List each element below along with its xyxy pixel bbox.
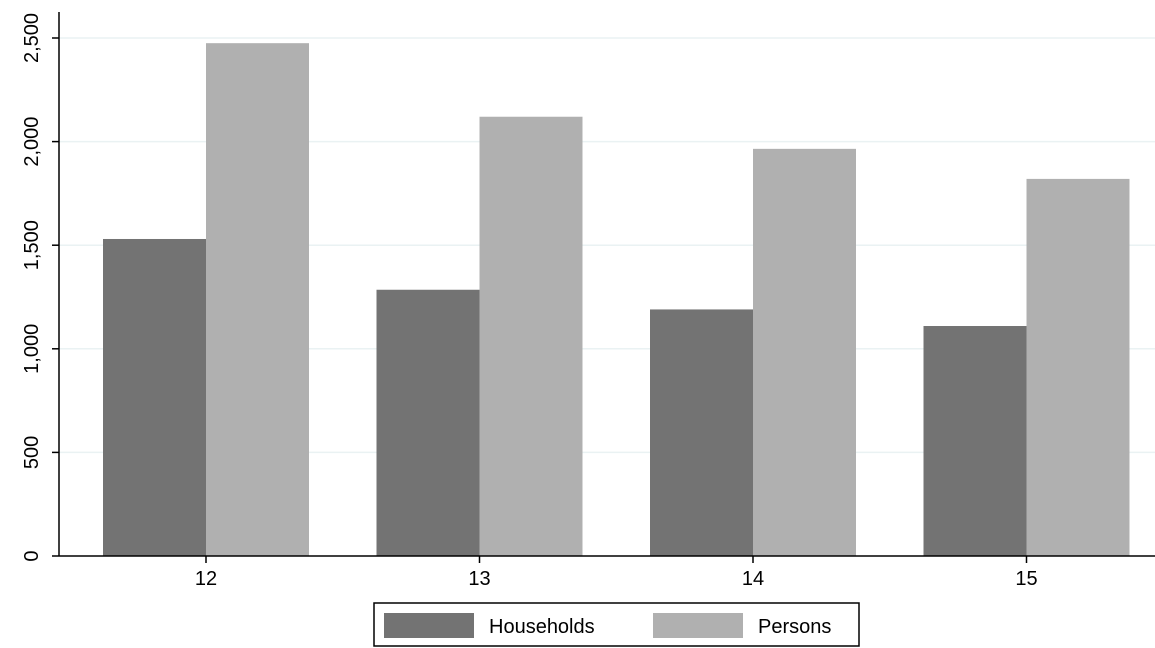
legend: Households Persons bbox=[373, 602, 860, 647]
x-tick-label: 13 bbox=[468, 568, 490, 590]
legend-key-households bbox=[384, 613, 474, 638]
bar-households-15 bbox=[923, 326, 1027, 556]
x-tick-label: 14 bbox=[742, 568, 764, 590]
x-tick-label: 12 bbox=[195, 568, 217, 590]
bar-persons-14 bbox=[753, 148, 856, 557]
y-tick-label: 500 bbox=[21, 436, 43, 469]
y-tick-label: 1,000 bbox=[21, 324, 43, 374]
bar-households-13 bbox=[376, 289, 480, 556]
y-axis-ticks: 0 500 1,000 1,500 2,000 2,500 bbox=[21, 13, 59, 562]
legend-label-persons: Persons bbox=[758, 616, 831, 638]
axes bbox=[58, 12, 1155, 557]
legend-label-households: Households bbox=[489, 616, 595, 638]
y-tick-label: 1,500 bbox=[21, 220, 43, 270]
bars bbox=[103, 43, 1130, 557]
bar-persons-12 bbox=[206, 43, 309, 557]
bar-households-12 bbox=[103, 238, 206, 556]
y-tick-label: 2,000 bbox=[21, 117, 43, 167]
y-tick-label: 0 bbox=[21, 550, 43, 561]
legend-key-persons bbox=[653, 613, 743, 638]
bar-persons-13 bbox=[479, 116, 583, 557]
bar-households-14 bbox=[650, 309, 753, 556]
x-axis-ticks: 12 13 14 15 bbox=[195, 556, 1038, 590]
x-tick-label: 15 bbox=[1015, 568, 1037, 590]
bar-persons-15 bbox=[1026, 178, 1130, 556]
y-tick-label: 2,500 bbox=[21, 13, 43, 63]
